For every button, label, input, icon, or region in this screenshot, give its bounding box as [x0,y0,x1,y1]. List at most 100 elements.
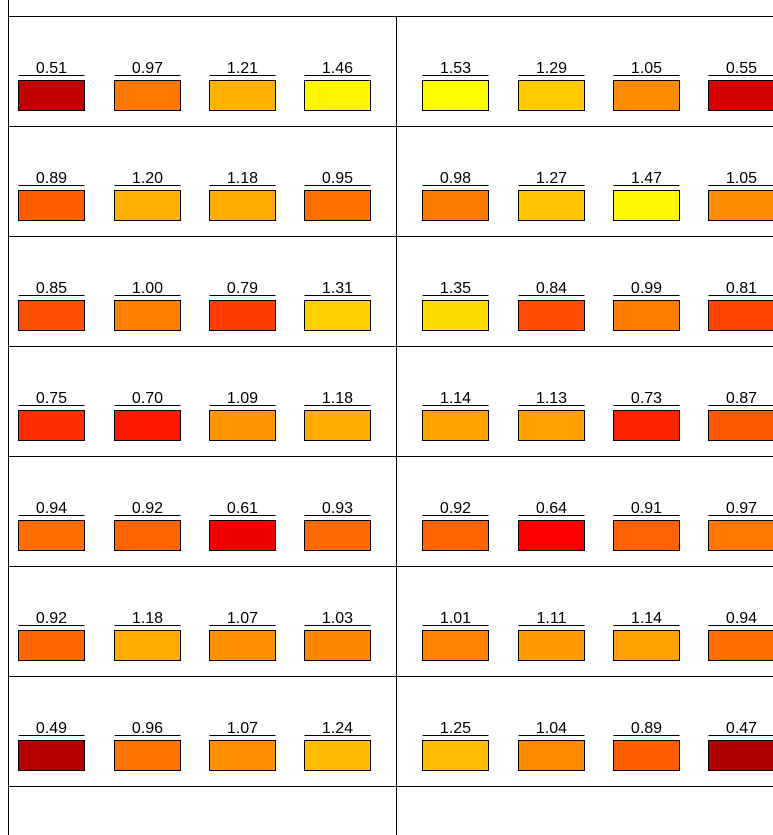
cell [18,630,85,661]
cell [422,740,489,771]
cell [209,300,276,331]
cell [209,520,276,551]
value-label: 0.94 [36,500,67,517]
cell [18,80,85,111]
value-label: 0.84 [536,280,567,297]
cell [613,520,680,551]
value-label: 1.09 [227,390,258,407]
value-label: 0.49 [36,720,67,737]
value-label: 1.27 [536,170,567,187]
cell [518,740,585,771]
cell [518,190,585,221]
value-label: 0.92 [132,500,163,517]
value-label: 0.92 [36,610,67,627]
value-label: 1.18 [132,610,163,627]
value-label: 0.92 [440,500,471,517]
value-label: 1.05 [631,60,662,77]
cell [613,300,680,331]
cell [708,630,773,661]
value-label: 1.31 [322,280,353,297]
value-label: 0.98 [440,170,471,187]
cell [613,740,680,771]
cell [518,630,585,661]
cell [114,410,181,441]
value-label: 1.47 [631,170,662,187]
value-label: 1.24 [322,720,353,737]
cell [518,300,585,331]
value-label: 0.97 [726,500,757,517]
cell [114,300,181,331]
cell [304,740,371,771]
value-label: 0.79 [227,280,258,297]
cell [114,520,181,551]
value-label: 0.89 [631,720,662,737]
cell [209,630,276,661]
cell [304,300,371,331]
cell [613,410,680,441]
value-label: 0.55 [726,60,757,77]
cell [18,410,85,441]
value-label: 1.18 [227,170,258,187]
value-label: 1.53 [440,60,471,77]
cell [613,80,680,111]
value-label: 0.47 [726,720,757,737]
value-label: 0.51 [36,60,67,77]
value-label: 1.46 [322,60,353,77]
cell [209,190,276,221]
cell [18,300,85,331]
value-label: 1.11 [537,610,567,627]
value-label: 0.97 [132,60,163,77]
cell [422,80,489,111]
cell [304,190,371,221]
value-label: 1.03 [322,610,353,627]
cell [708,300,773,331]
value-label: 0.73 [631,390,662,407]
value-label: 0.94 [726,610,757,627]
cell [209,80,276,111]
cell [18,190,85,221]
cell [304,80,371,111]
value-label: 1.14 [440,390,471,407]
cell [422,410,489,441]
cell [613,190,680,221]
value-label: 1.01 [440,610,471,627]
cell [422,520,489,551]
value-label: 1.29 [536,60,567,77]
value-label: 1.35 [440,280,471,297]
value-label: 0.96 [132,720,163,737]
value-label: 1.21 [227,60,258,77]
value-label: 1.18 [322,390,353,407]
value-label: 1.07 [227,720,258,737]
cell [114,740,181,771]
value-label: 0.91 [631,500,662,517]
cell [708,740,773,771]
cell [518,80,585,111]
value-label: 1.14 [631,610,662,627]
value-label: 1.04 [536,720,567,737]
cell [708,520,773,551]
cell [304,410,371,441]
cell [708,80,773,111]
cell [114,80,181,111]
cell [209,740,276,771]
cell [114,630,181,661]
value-label: 0.95 [322,170,353,187]
cell [18,520,85,551]
cell [422,300,489,331]
value-label: 0.85 [36,280,67,297]
value-label: 1.00 [132,280,163,297]
value-label: 0.87 [726,390,757,407]
value-label: 1.05 [726,170,757,187]
cell [422,630,489,661]
cell [518,520,585,551]
value-label: 1.20 [132,170,163,187]
value-label: 1.25 [440,720,471,737]
cell [209,410,276,441]
value-label: 0.64 [536,500,567,517]
value-label: 0.93 [322,500,353,517]
cell [708,190,773,221]
cell [18,740,85,771]
cell [613,630,680,661]
value-label: 1.07 [227,610,258,627]
